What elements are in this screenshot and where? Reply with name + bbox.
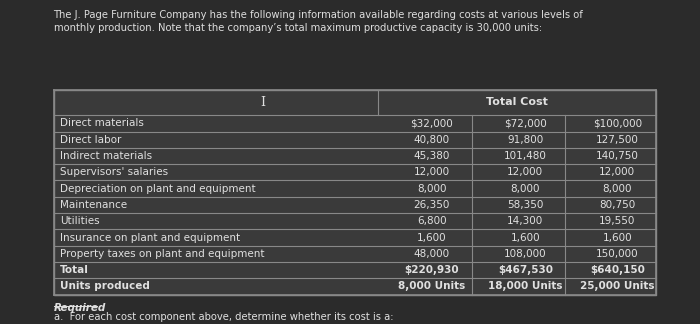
FancyBboxPatch shape (53, 90, 656, 295)
Text: I: I (260, 96, 265, 109)
Text: 58,350: 58,350 (508, 200, 543, 210)
Text: Maintenance: Maintenance (60, 200, 127, 210)
Text: 108,000: 108,000 (504, 249, 547, 259)
Text: 25,000 Units: 25,000 Units (580, 282, 654, 292)
Text: Depreciation on plant and equipment: Depreciation on plant and equipment (60, 184, 256, 194)
Text: Property taxes on plant and equipment: Property taxes on plant and equipment (60, 249, 265, 259)
Text: 150,000: 150,000 (596, 249, 638, 259)
Text: 91,800: 91,800 (508, 135, 543, 145)
Text: $72,000: $72,000 (504, 119, 547, 128)
Text: Indirect materials: Indirect materials (60, 151, 153, 161)
Text: 1,600: 1,600 (510, 233, 540, 243)
Text: $220,930: $220,930 (405, 265, 459, 275)
Text: 26,350: 26,350 (414, 200, 450, 210)
Text: Total: Total (60, 265, 89, 275)
Text: 6,800: 6,800 (416, 216, 447, 226)
Text: Units produced: Units produced (60, 282, 150, 292)
Text: 12,000: 12,000 (414, 167, 449, 177)
Text: 8,000: 8,000 (417, 184, 447, 194)
Text: 19,550: 19,550 (599, 216, 636, 226)
Text: 101,480: 101,480 (504, 151, 547, 161)
Text: 48,000: 48,000 (414, 249, 449, 259)
Text: $100,000: $100,000 (593, 119, 642, 128)
Text: 1,600: 1,600 (416, 233, 447, 243)
Text: Direct materials: Direct materials (60, 119, 144, 128)
Text: $467,530: $467,530 (498, 265, 553, 275)
Text: 18,000 Units: 18,000 Units (488, 282, 563, 292)
Text: 80,750: 80,750 (599, 200, 636, 210)
Text: Supervisors' salaries: Supervisors' salaries (60, 167, 169, 177)
Text: The J. Page Furniture Company has the following information available regarding : The J. Page Furniture Company has the fo… (53, 10, 583, 33)
Text: 1,600: 1,600 (603, 233, 632, 243)
Text: 127,500: 127,500 (596, 135, 639, 145)
Text: Insurance on plant and equipment: Insurance on plant and equipment (60, 233, 240, 243)
Text: 12,000: 12,000 (599, 167, 636, 177)
Text: Direct labor: Direct labor (60, 135, 122, 145)
Text: 45,380: 45,380 (414, 151, 450, 161)
Text: 12,000: 12,000 (508, 167, 543, 177)
Text: Required: Required (53, 303, 106, 313)
Text: 14,300: 14,300 (508, 216, 543, 226)
Text: Utilities: Utilities (60, 216, 100, 226)
Text: 8,000: 8,000 (603, 184, 632, 194)
Text: $32,000: $32,000 (410, 119, 453, 128)
Text: a.  For each cost component above, determine whether its cost is a:: a. For each cost component above, determ… (53, 312, 393, 322)
Text: 8,000: 8,000 (510, 184, 540, 194)
Text: 40,800: 40,800 (414, 135, 449, 145)
Text: 8,000 Units: 8,000 Units (398, 282, 466, 292)
Text: Total Cost: Total Cost (486, 98, 548, 108)
Text: 140,750: 140,750 (596, 151, 639, 161)
Text: $640,150: $640,150 (590, 265, 645, 275)
